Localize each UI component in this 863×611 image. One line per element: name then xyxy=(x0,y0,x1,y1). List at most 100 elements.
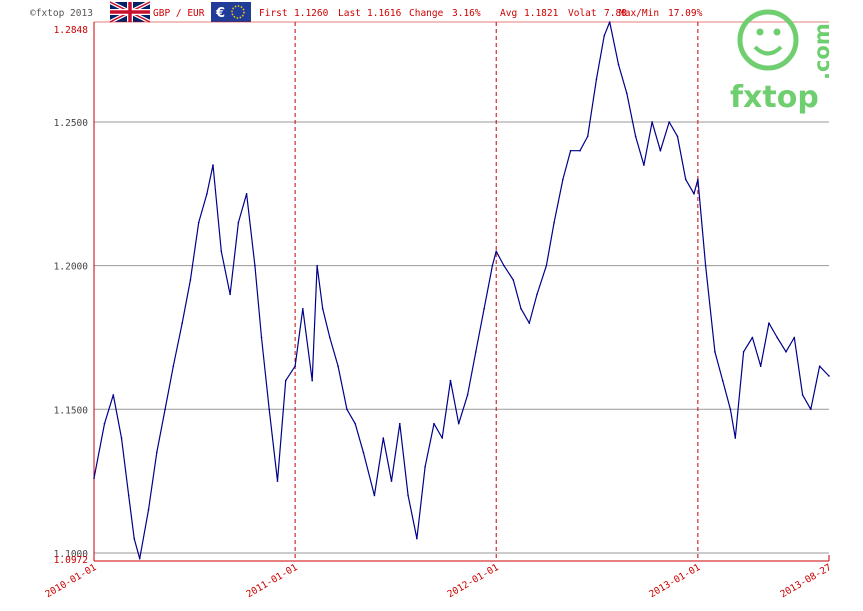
data-point xyxy=(245,193,248,195)
copyright-text: ©fxtop 2013 xyxy=(30,8,93,19)
data-point xyxy=(212,164,214,166)
logo-tld: .com xyxy=(810,23,834,80)
data-point xyxy=(475,351,477,353)
data-point xyxy=(156,451,158,454)
data-point xyxy=(133,537,136,540)
data-point xyxy=(424,465,426,468)
data-point xyxy=(206,193,208,195)
data-point xyxy=(138,557,141,560)
data-point xyxy=(759,365,762,368)
data-point xyxy=(147,509,150,511)
data-point xyxy=(112,394,115,396)
last-label: Last xyxy=(338,8,361,19)
series xyxy=(93,21,830,560)
data-point xyxy=(528,322,531,324)
data-point xyxy=(164,408,166,411)
data-point xyxy=(260,336,263,339)
data-point xyxy=(704,264,707,267)
data-point xyxy=(483,307,485,310)
data-point xyxy=(553,221,555,224)
data-point xyxy=(751,336,754,339)
year-divider-lines xyxy=(294,22,830,561)
fxtop-logo: fxtop .com xyxy=(730,9,834,115)
series-line xyxy=(93,21,830,560)
data-point xyxy=(441,437,444,439)
currency-pair: GBP / EUR xyxy=(153,8,205,19)
x-tick-label: 2011-01-01 xyxy=(245,562,300,600)
y-min-label: 1.0972 xyxy=(54,555,88,566)
data-point xyxy=(608,21,611,23)
data-point xyxy=(643,164,645,166)
data-point xyxy=(433,422,435,425)
data-point xyxy=(284,379,287,382)
first-value: 1.1260 xyxy=(294,8,329,19)
data-point xyxy=(512,279,515,281)
x-tick-label: 2010-01-01 xyxy=(43,562,98,600)
data-point xyxy=(828,375,830,377)
y-tick-label: 1.2500 xyxy=(54,118,89,129)
data-point xyxy=(503,264,505,267)
data-point xyxy=(617,63,620,66)
data-point xyxy=(172,365,175,368)
data-point xyxy=(466,394,469,396)
data-point xyxy=(810,408,812,411)
x-tick-label: 2013-01-01 xyxy=(647,562,702,600)
header: ©fxtop 2013 GBP / EUR € First 1.1260 Las… xyxy=(30,0,703,24)
change-value: 3.16% xyxy=(452,8,481,19)
data-point xyxy=(684,178,687,181)
change-label: Change xyxy=(409,8,444,19)
data-point xyxy=(785,351,787,353)
svg-text:€: € xyxy=(215,6,225,21)
data-point xyxy=(276,480,279,482)
data-point xyxy=(818,365,821,368)
y-max-label: 1.2848 xyxy=(54,25,89,36)
y-tick-label: 1.1500 xyxy=(54,405,89,416)
gb-flag-icon xyxy=(109,0,151,24)
logo-brand: fxtop xyxy=(730,80,819,115)
data-point xyxy=(197,221,200,224)
avg-label: Avg xyxy=(500,8,517,19)
data-point xyxy=(742,351,745,353)
data-point xyxy=(181,322,183,324)
eu-flag-icon: € xyxy=(211,2,251,22)
data-point xyxy=(768,322,770,324)
data-point xyxy=(545,264,548,267)
data-point xyxy=(569,149,572,152)
data-point xyxy=(354,422,356,425)
data-point xyxy=(579,149,581,152)
y-tick-label: 1.2000 xyxy=(54,262,89,273)
grid xyxy=(94,21,829,554)
maxmin-label: Max/Min xyxy=(619,8,659,19)
y-tick-label: 1.1000 xyxy=(54,549,89,560)
data-point xyxy=(714,351,716,353)
data-point xyxy=(721,379,724,382)
data-point xyxy=(189,279,192,281)
last-value: 1.1616 xyxy=(367,8,402,19)
data-point xyxy=(457,422,460,425)
data-point xyxy=(729,408,732,411)
data-point xyxy=(793,336,796,339)
volat-value: 7.88 xyxy=(604,8,627,19)
data-point xyxy=(495,250,498,253)
data-point xyxy=(237,221,240,224)
smiley-icon xyxy=(737,9,799,71)
x-tick-labels: 2010-01-01 2011-01-01 2012-01-01 2013-01-01… xyxy=(43,562,833,600)
data-point xyxy=(668,121,671,123)
data-point xyxy=(697,178,699,181)
data-point xyxy=(346,408,348,411)
data-point xyxy=(390,480,393,482)
data-point xyxy=(254,264,256,267)
data-point xyxy=(625,92,628,95)
maxmin-value: 17.09% xyxy=(668,8,703,19)
data-point xyxy=(536,293,538,296)
data-point xyxy=(373,494,376,497)
data-point xyxy=(93,477,95,480)
data-point xyxy=(562,178,564,181)
data-point xyxy=(603,34,606,37)
volat-label: Volat xyxy=(568,8,597,19)
data-point xyxy=(776,336,779,339)
data-point xyxy=(294,365,296,368)
data-point xyxy=(676,135,679,138)
data-point xyxy=(337,365,339,368)
